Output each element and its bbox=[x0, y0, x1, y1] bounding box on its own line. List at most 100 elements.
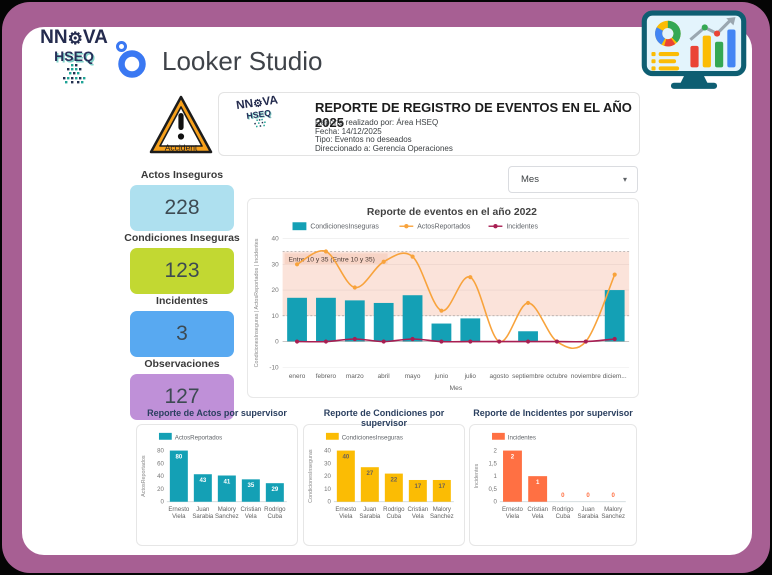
incidentes-bar-chart[interactable]: Incidentes Incidentes 0 0,5 1 1,5 2 2 ErnestoVie… bbox=[470, 425, 636, 545]
svg-text:20: 20 bbox=[324, 473, 331, 480]
kpi-label: Incidentes bbox=[156, 295, 208, 307]
report-header-box: REPORTE DE REGISTRO DE EVENTOS EN EL AÑO… bbox=[218, 92, 640, 156]
svg-text:-10: -10 bbox=[269, 364, 279, 371]
svg-text:Rodrigo: Rodrigo bbox=[552, 506, 574, 513]
svg-text:40: 40 bbox=[157, 473, 164, 480]
svg-text:junio: junio bbox=[434, 373, 449, 380]
logo-dots-pattern bbox=[231, 115, 289, 136]
svg-text:20: 20 bbox=[157, 486, 164, 493]
svg-text:17: 17 bbox=[438, 483, 445, 490]
svg-text:Vela: Vela bbox=[532, 513, 544, 520]
svg-text:10: 10 bbox=[324, 486, 331, 493]
looker-studio-icon bbox=[112, 39, 148, 84]
svg-text:Juan: Juan bbox=[196, 506, 209, 513]
list-lines-glyph bbox=[651, 52, 680, 71]
svg-text:abril: abril bbox=[378, 373, 390, 380]
svg-text:enero: enero bbox=[289, 373, 306, 380]
svg-text:julio: julio bbox=[464, 373, 477, 380]
condiciones-bar-chart[interactable]: CondicionesInseguras CondicionesInseguras… bbox=[304, 425, 464, 545]
svg-text:diciem...: diciem... bbox=[603, 373, 627, 380]
svg-text:Malory: Malory bbox=[433, 506, 452, 513]
svg-text:2: 2 bbox=[494, 448, 498, 455]
mini-chart-title: Reporte de Condiciones por supervisor bbox=[323, 408, 445, 428]
svg-text:Vela: Vela bbox=[245, 513, 257, 520]
events-combo-chart[interactable]: Reporte de eventos en el año 2022 Condic… bbox=[248, 199, 638, 397]
donut-chart-glyph bbox=[655, 20, 681, 47]
svg-text:CondicionesInseguras: CondicionesInseguras bbox=[342, 434, 403, 441]
svg-text:Incidentes: Incidentes bbox=[474, 464, 480, 489]
svg-text:Rodrigo: Rodrigo bbox=[383, 506, 405, 513]
svg-text:27: 27 bbox=[366, 470, 373, 477]
svg-text:CondicionesInseguras: CondicionesInseguras bbox=[310, 224, 379, 231]
svg-text:Rodrigo: Rodrigo bbox=[264, 506, 286, 513]
kpi-label: Observaciones bbox=[144, 358, 220, 370]
kpi-label: Actos Inseguros bbox=[140, 169, 224, 181]
svg-text:Vela: Vela bbox=[412, 513, 424, 520]
kpi-value-card: 123 bbox=[130, 248, 234, 294]
svg-text:41: 41 bbox=[223, 478, 230, 485]
kpi-value-card: 228 bbox=[130, 185, 234, 231]
svg-text:marzo: marzo bbox=[346, 373, 364, 380]
svg-text:29: 29 bbox=[271, 486, 278, 493]
kpi-condiciones-inseguras: Condiciones Inseguras 123 bbox=[107, 232, 257, 294]
svg-text:40: 40 bbox=[324, 448, 331, 455]
svg-text:0: 0 bbox=[561, 492, 565, 499]
svg-text:Cristian: Cristian bbox=[527, 506, 548, 513]
condiciones-chart-block: Reporte de Condiciones por supervisor Co… bbox=[303, 408, 465, 546]
chart-title: Reporte de eventos en el año 2022 bbox=[367, 207, 537, 218]
svg-text:0: 0 bbox=[612, 492, 616, 499]
svg-text:30: 30 bbox=[272, 261, 280, 268]
svg-text:Viela: Viela bbox=[506, 513, 520, 520]
svg-text:ActosReportados: ActosReportados bbox=[417, 224, 471, 231]
report-details: Reporte realizado por: Área HSEQ Fecha: … bbox=[315, 118, 453, 153]
svg-text:ActosReportados: ActosReportados bbox=[141, 455, 147, 497]
svg-text:0: 0 bbox=[586, 492, 590, 499]
report-detail-line: Tipo: Eventos no deseados bbox=[315, 135, 412, 145]
gear-icon: ⚙ bbox=[67, 29, 83, 48]
svg-text:0,5: 0,5 bbox=[488, 486, 497, 493]
svg-text:Incidentes: Incidentes bbox=[506, 224, 538, 231]
svg-text:Cristian: Cristian bbox=[408, 506, 429, 513]
svg-text:80: 80 bbox=[157, 448, 164, 455]
report-detail-line: Direccionado a: Gerencia Operaciones bbox=[315, 143, 453, 153]
app-title: Looker Studio bbox=[162, 46, 323, 76]
svg-text:Sarabia: Sarabia bbox=[578, 513, 600, 520]
svg-text:0: 0 bbox=[275, 339, 279, 346]
svg-text:octubre: octubre bbox=[546, 373, 568, 380]
svg-text:Ernesto: Ernesto bbox=[168, 506, 190, 513]
dashboard-monitor-icon bbox=[640, 10, 748, 97]
svg-text:Malory: Malory bbox=[604, 506, 623, 513]
actos-bar-chart[interactable]: ActosReportados ActosReportados 0 20 40 60 80 8… bbox=[137, 425, 297, 545]
app-header: Looker Studio bbox=[112, 39, 322, 84]
chart-xlabel: Mes bbox=[450, 385, 463, 392]
kpi-value-card: 3 bbox=[130, 311, 234, 357]
incidentes-chart-card: Incidentes Incidentes 0 0,5 1 1,5 2 2 Ernesto Vie… bbox=[469, 424, 637, 546]
svg-text:Viela: Viela bbox=[172, 513, 186, 520]
svg-text:Sanchez: Sanchez bbox=[601, 513, 625, 520]
svg-text:mayo: mayo bbox=[405, 373, 421, 380]
svg-text:Viela: Viela bbox=[339, 513, 353, 520]
logo-line2: HSEQ bbox=[54, 48, 94, 64]
svg-text:1: 1 bbox=[536, 479, 540, 486]
condiciones-chart-card: CondicionesInseguras CondicionesInseguras… bbox=[303, 424, 465, 546]
svg-text:Incidentes: Incidentes bbox=[508, 434, 536, 441]
svg-text:10: 10 bbox=[272, 313, 280, 320]
svg-text:22: 22 bbox=[390, 476, 397, 483]
month-filter-dropdown[interactable]: Mes ▾ bbox=[508, 166, 638, 193]
svg-text:1,5: 1,5 bbox=[488, 460, 497, 467]
svg-text:17: 17 bbox=[414, 483, 421, 490]
svg-text:Cuba: Cuba bbox=[268, 513, 283, 520]
svg-text:Sarabia: Sarabia bbox=[359, 513, 381, 520]
svg-text:Cuba: Cuba bbox=[556, 513, 571, 520]
svg-text:43: 43 bbox=[199, 477, 206, 484]
svg-text:Juan: Juan bbox=[581, 506, 594, 513]
accident-label: Accident bbox=[165, 143, 198, 153]
svg-text:CondicionesInseguras: CondicionesInseguras bbox=[308, 449, 314, 503]
kpi-observaciones: Observaciones 127 bbox=[107, 358, 257, 420]
bar-chart-glyph bbox=[689, 17, 736, 68]
incidentes-chart-block: Reporte de Incidentes por supervisor Inc… bbox=[469, 408, 637, 546]
svg-text:1: 1 bbox=[494, 473, 498, 480]
svg-text:febrero: febrero bbox=[316, 373, 337, 380]
svg-text:Sarabia: Sarabia bbox=[192, 513, 214, 520]
